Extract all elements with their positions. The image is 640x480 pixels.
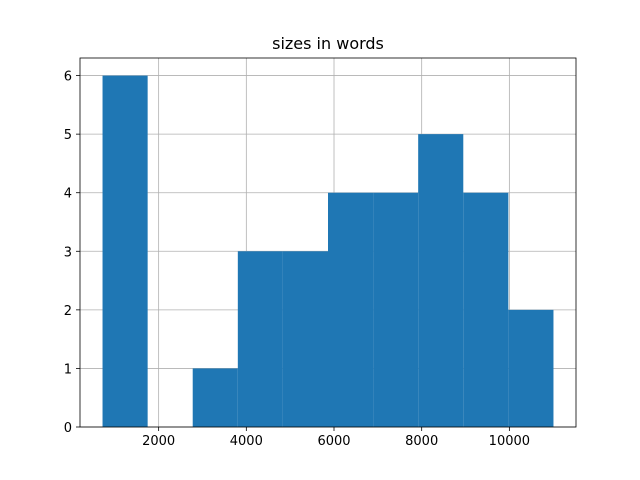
- axes-frame: [79, 57, 577, 428]
- x-tick-label: 8000: [405, 434, 438, 449]
- bar: [192, 368, 238, 427]
- x-tick-label: 2000: [142, 434, 175, 449]
- bar: [373, 192, 419, 427]
- x-tick-label: 6000: [317, 434, 350, 449]
- bar: [418, 134, 464, 427]
- y-tick-label: 5: [64, 128, 72, 143]
- x-tick-label: 10000: [489, 434, 530, 449]
- x-tick-label: 4000: [230, 434, 263, 449]
- bar: [282, 251, 328, 427]
- bar: [463, 192, 509, 427]
- chart-title: sizes in words: [272, 34, 384, 53]
- bar: [328, 192, 374, 427]
- y-tick-label: 3: [64, 245, 72, 260]
- y-tick-label: 1: [64, 362, 72, 377]
- y-tick-label: 2: [64, 304, 72, 319]
- y-tick-label: 6: [64, 70, 72, 85]
- bar: [102, 75, 148, 428]
- y-tick-label: 0: [64, 421, 72, 436]
- bar: [237, 251, 283, 427]
- bar: [508, 309, 554, 427]
- y-tick-label: 4: [64, 187, 72, 202]
